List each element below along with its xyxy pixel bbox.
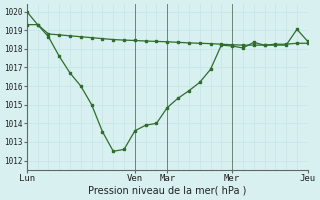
- X-axis label: Pression niveau de la mer( hPa ): Pression niveau de la mer( hPa ): [88, 186, 246, 196]
